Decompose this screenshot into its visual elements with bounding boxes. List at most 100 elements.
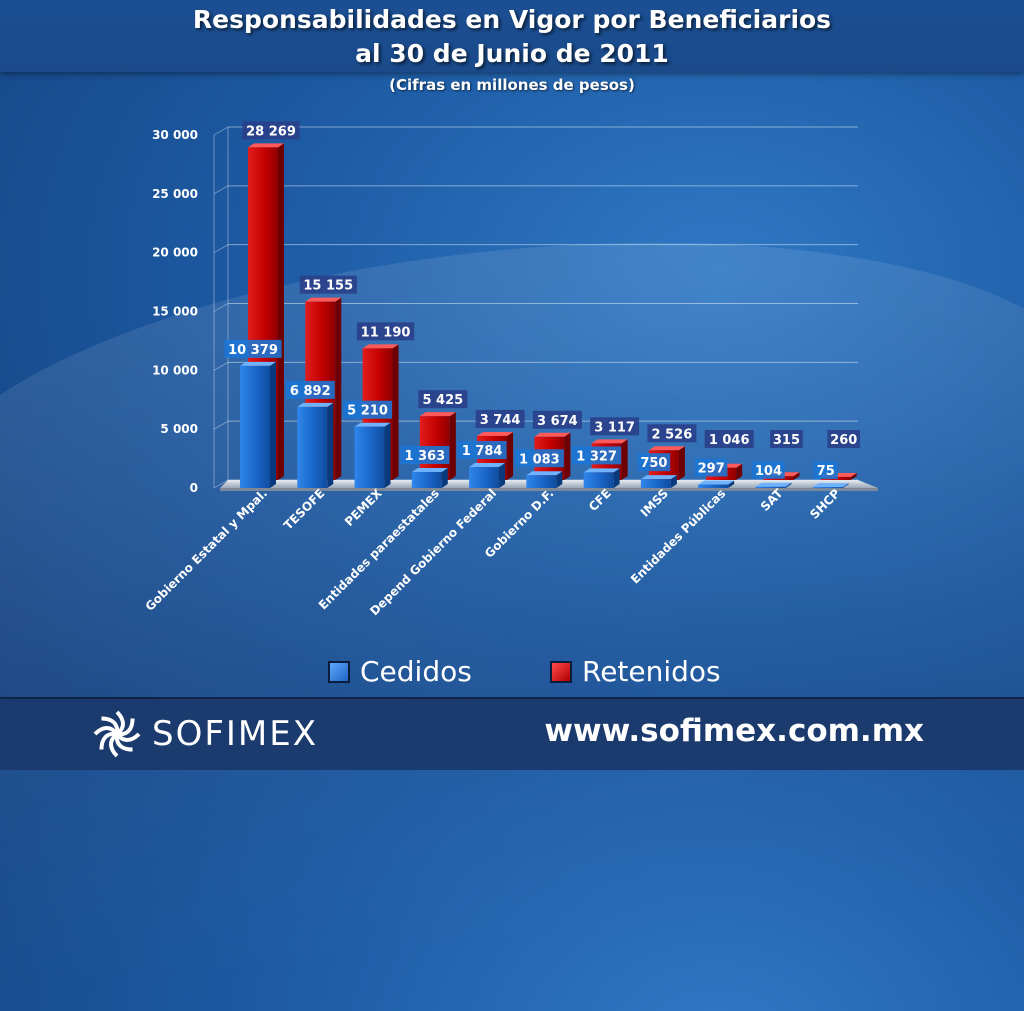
data-label-cedidos-bg — [813, 461, 838, 480]
logo-text: SOFIMEX — [152, 714, 319, 754]
data-label-cedidos: 75 — [817, 464, 835, 479]
bar-retenidos-side — [678, 446, 685, 480]
data-label-cedidos-bg — [752, 460, 785, 479]
y-tick-label: 20 000 — [152, 246, 198, 260]
bar-cedidos-side — [556, 471, 563, 488]
title-band — [0, 0, 1024, 72]
data-label-retenidos: 3 674 — [537, 414, 578, 429]
bar-cedidos-top — [583, 468, 620, 473]
bar-retenidos-side — [335, 297, 342, 480]
data-label-retenidos: 15 155 — [303, 279, 353, 294]
gridline-depth — [213, 126, 229, 136]
data-label-cedidos-bg — [285, 380, 335, 399]
data-label-retenidos: 3 744 — [480, 413, 521, 428]
bar-cedidos-top — [640, 475, 677, 480]
data-label-retenidos-bg — [418, 390, 468, 409]
bar-cedidos-side — [785, 482, 792, 488]
chart-title-line2: al 30 de Junio de 2011 — [355, 39, 669, 68]
bar-cedidos-top — [698, 480, 735, 485]
bar-cedidos — [526, 475, 557, 488]
data-label-cedidos-bg — [400, 445, 450, 464]
bar-cedidos-side — [842, 483, 849, 488]
bar-cedidos — [411, 471, 442, 488]
data-label-cedidos-bg — [572, 446, 622, 465]
data-label-retenidos: 2 526 — [652, 427, 693, 442]
chart-legend: Cedidos Retenidos — [0, 655, 1024, 695]
data-label-retenidos: 3 117 — [594, 420, 635, 435]
data-label-retenidos-bg — [299, 275, 357, 294]
x-tick-label: Depend Gobierno Federal — [367, 486, 499, 618]
data-label-cedidos: 104 — [755, 464, 782, 479]
data-label-cedidos: 6 892 — [290, 384, 331, 399]
bar-retenidos-top — [305, 297, 342, 302]
data-label-cedidos-bg — [637, 453, 671, 472]
data-label-cedidos-bg — [694, 458, 728, 477]
y-tick-label: 5 000 — [160, 422, 198, 436]
data-label-retenidos: 315 — [773, 433, 800, 448]
bar-cedidos-side — [441, 467, 448, 488]
bar-retenidos-side — [621, 439, 628, 480]
bar-retenidos-top — [362, 344, 399, 349]
y-tick-label: 25 000 — [152, 187, 198, 201]
bar-retenidos-top — [477, 431, 514, 436]
bar-retenidos-side — [736, 463, 743, 480]
bar-retenidos-side — [564, 432, 571, 480]
footer-bar: SOFIMEX www.sofimex.com.mx — [0, 697, 1024, 770]
bar-cedidos — [812, 487, 843, 489]
legend-swatch-cedidos — [328, 660, 350, 683]
chart-floor-edge — [220, 488, 878, 491]
data-label-cedidos-bg — [224, 339, 282, 358]
data-label-cedidos: 1 327 — [576, 449, 617, 464]
bar-cedidos — [640, 479, 671, 488]
bar-retenidos-side — [278, 143, 284, 480]
legend-swatch-retenidos — [550, 660, 572, 683]
bar-cedidos — [354, 426, 385, 488]
x-tick-label: Entidades Públicas — [628, 486, 728, 586]
data-label-cedidos-bg — [343, 400, 393, 419]
bar-retenidos-top — [648, 446, 685, 451]
bar-cedidos-side — [613, 468, 620, 488]
x-tick-label: SHCP — [807, 486, 843, 522]
bar-cedidos — [297, 406, 328, 488]
bar-retenidos-side — [793, 472, 800, 480]
data-label-retenidos: 11 190 — [361, 325, 411, 340]
bar-retenidos-side — [507, 431, 514, 480]
bar-retenidos-top — [419, 412, 456, 417]
gridline-depth — [213, 244, 229, 254]
bar-retenidos-top — [591, 439, 628, 444]
sofimex-logo-icon — [93, 710, 141, 758]
data-label-cedidos: 297 — [698, 462, 725, 477]
website-link[interactable]: www.sofimex.com.mx — [544, 713, 924, 749]
chart-title-line1: Responsabilidades en Vigor por Beneficia… — [192, 5, 832, 34]
data-label-cedidos-bg — [457, 441, 507, 460]
bar-cedidos — [583, 472, 614, 488]
gridline-depth — [213, 185, 229, 195]
bar-cedidos-side — [499, 463, 506, 488]
bar-cedidos-top — [297, 402, 334, 407]
bar-cedidos-side — [270, 361, 276, 488]
bar-cedidos — [755, 486, 786, 488]
bar-chart: 0 5 000 10 000 15 000 20 000 25 000 30 000 28 2… — [152, 121, 878, 618]
data-label-retenidos: 1 046 — [709, 433, 750, 448]
data-label-retenidos-bg — [532, 410, 582, 429]
x-tick-label: Entidades paraestatales — [316, 486, 442, 612]
bar-cedidos-side — [670, 475, 677, 488]
bar-cedidos-top — [469, 463, 506, 468]
data-label-retenidos-bg — [475, 409, 525, 428]
bar-cedidos-side — [384, 422, 391, 488]
bar-cedidos-side — [728, 480, 735, 488]
y-tick-label: 30 000 — [152, 128, 198, 142]
legend-label-cedidos: Cedidos — [360, 655, 472, 688]
data-label-cedidos: 750 — [640, 456, 667, 471]
data-label-retenidos-bg — [242, 121, 300, 140]
bar-retenidos-side — [392, 344, 399, 480]
y-tick-label: 10 000 — [152, 363, 198, 377]
data-label-cedidos: 1 363 — [404, 449, 445, 464]
bar-cedidos-top — [812, 483, 849, 488]
bar-cedidos-top — [240, 361, 276, 366]
x-tick-label: PEMEX — [342, 486, 385, 529]
data-label-cedidos: 1 083 — [519, 452, 560, 467]
legend-item-cedidos: Cedidos — [328, 655, 472, 688]
data-label-retenidos-bg — [356, 322, 415, 341]
bar-cedidos — [698, 484, 729, 488]
